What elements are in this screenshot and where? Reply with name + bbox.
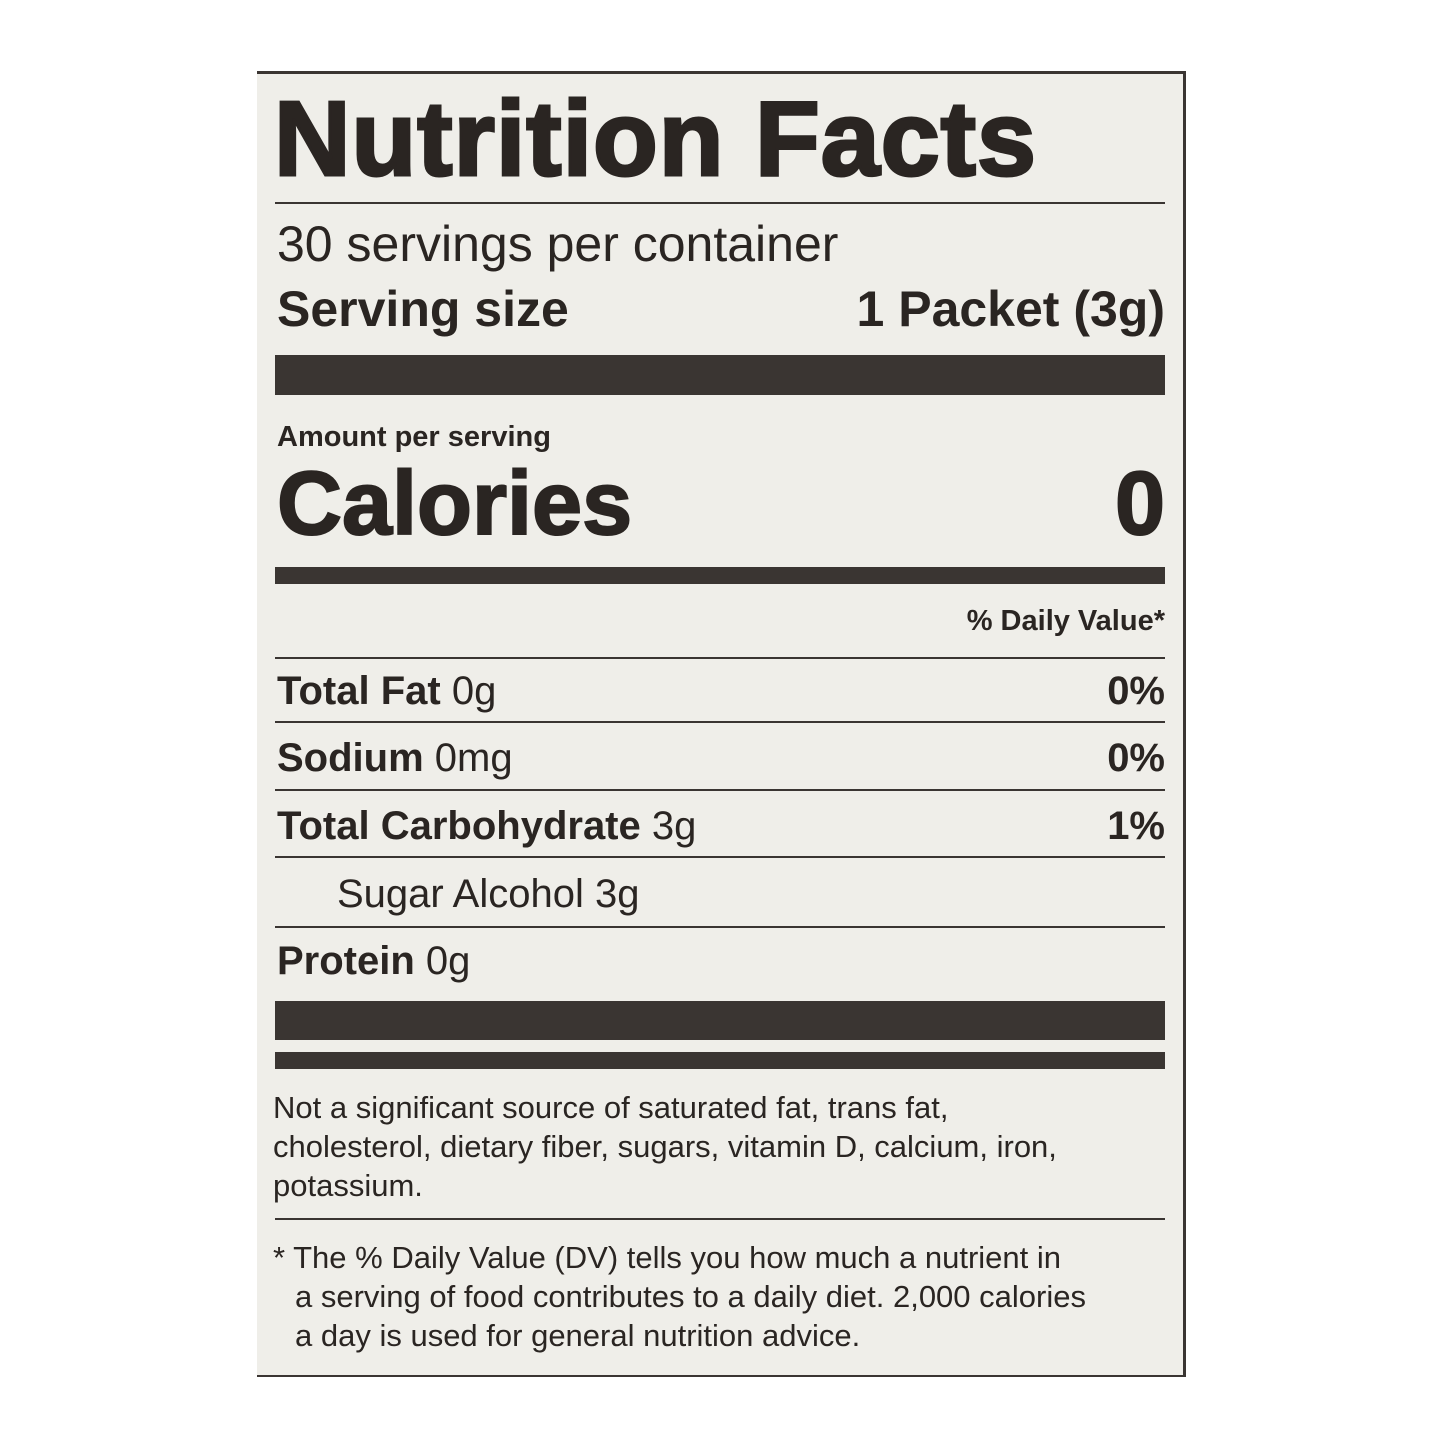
thick-divider: [275, 1001, 1165, 1040]
nutrient-row-sugar-alcohol: Sugar Alcohol 3g: [337, 872, 640, 916]
divider: [275, 856, 1165, 858]
serving-size-label: Serving size: [277, 281, 569, 337]
nutrient-row-total-carbohydrate: Total Carbohydrate 3g: [277, 804, 697, 848]
nutrient-row-sodium: Sodium 0mg: [277, 736, 513, 780]
amount-per-serving: Amount per serving: [277, 421, 551, 453]
divider: [275, 789, 1165, 791]
footnote-line-3: a day is used for general nutrition advi…: [295, 1318, 861, 1353]
footnote-line-2: a serving of food contributes to a daily…: [295, 1279, 1086, 1314]
divider: [275, 202, 1165, 204]
medium-divider: [275, 1052, 1165, 1069]
servings-per-container: 30 servings per container: [277, 216, 839, 272]
not-significant-line-2: cholesterol, dietary fiber, sugars, vita…: [273, 1129, 1057, 1164]
thick-divider: [275, 355, 1165, 395]
footnote-line-1: * The % Daily Value (DV) tells you how m…: [273, 1240, 1061, 1275]
calories-value: 0: [1114, 454, 1166, 554]
divider: [275, 657, 1165, 659]
nutrient-dv-total-carbohydrate: 1%: [1107, 804, 1165, 848]
divider: [275, 721, 1165, 723]
serving-size-value: 1 Packet (3g): [856, 281, 1165, 337]
label-title: Nutrition Facts: [273, 80, 1038, 198]
not-significant-line-1: Not a significant source of saturated fa…: [273, 1090, 949, 1125]
nutrient-dv-sodium: 0%: [1107, 736, 1165, 780]
calories-label: Calories: [276, 454, 633, 554]
nutrient-row-protein: Protein 0g: [277, 939, 471, 983]
not-significant-line-3: potassium.: [273, 1168, 423, 1203]
nutrient-row-total-fat: Total Fat 0g: [277, 669, 497, 713]
medium-divider: [275, 567, 1165, 584]
nutrient-dv-total-fat: 0%: [1107, 669, 1165, 713]
divider: [275, 1218, 1165, 1220]
nutrition-facts-panel: [257, 71, 1186, 1377]
divider: [275, 926, 1165, 928]
daily-value-header: % Daily Value*: [966, 605, 1165, 637]
